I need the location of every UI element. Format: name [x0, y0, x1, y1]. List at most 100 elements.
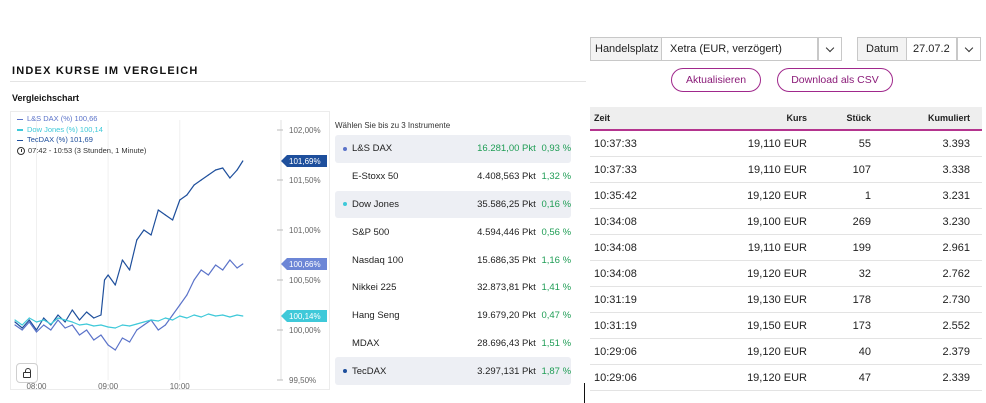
datum-dropdown[interactable]: [957, 37, 981, 61]
cell-zeit: 10:31:19: [594, 293, 637, 306]
data-point: [57, 314, 59, 316]
instrument-price: 16.281,00 Pkt: [477, 143, 536, 155]
data-point: [43, 317, 45, 319]
instrument-change: 0,56 %: [541, 226, 572, 238]
header-kurs[interactable]: Kurs: [786, 113, 807, 123]
cell-kurs: 19,100 EUR: [747, 215, 807, 228]
chart-subtitle: Vergleichschart: [12, 93, 80, 103]
handelsplatz-label: Handelsplatz: [590, 37, 662, 61]
cell-kumuliert: 2.762: [942, 267, 970, 280]
instrument-price: 15.686,35 Pkt: [477, 254, 536, 266]
instrument-name: Hang Seng: [352, 310, 400, 322]
instrument-name: TecDAX: [352, 365, 387, 377]
instrument-row[interactable]: Nasdaq 100 15.686,35 Pkt 1,16 %: [335, 246, 571, 274]
series-line: [14, 160, 244, 331]
instrument-row[interactable]: S&P 500 4.594,446 Pkt 0,56 %: [335, 218, 571, 246]
handelsplatz-dropdown[interactable]: [818, 37, 842, 61]
data-point: [93, 339, 95, 341]
data-point: [43, 319, 45, 321]
instrument-change: 0,47 %: [541, 310, 572, 322]
data-point: [214, 315, 217, 317]
index-compare-panel: INDEX KURSE IM VERGLEICH Vergleichschart…: [10, 65, 586, 391]
data-point: [64, 319, 66, 321]
cell-kumuliert: 2.552: [942, 319, 970, 332]
data-point: [100, 334, 102, 336]
handelsplatz-select[interactable]: Xetra (EUR, verzögert): [662, 37, 818, 61]
series-line: [14, 259, 244, 351]
y-tick-label: 101,50%: [289, 176, 321, 185]
table-row: 10:31:19 19,150 EUR 173 2.552: [590, 313, 982, 339]
cell-kurs: 19,130 EUR: [747, 293, 807, 306]
instrument-row[interactable]: Nikkei 225 32.873,81 Pkt 1,41 %: [335, 274, 571, 302]
data-point: [179, 315, 181, 317]
data-point: [50, 329, 52, 331]
data-point: [129, 325, 131, 327]
data-point: [171, 314, 174, 316]
data-point: [214, 169, 217, 171]
data-point: [100, 314, 102, 316]
instrument-name: Dow Jones: [352, 198, 399, 210]
cell-stueck: 40: [858, 345, 871, 358]
download-csv-button[interactable]: Download als CSV: [777, 68, 893, 92]
data-point: [100, 324, 102, 326]
cell-zeit: 10:34:08: [594, 241, 637, 254]
table-row: 10:34:08 19,100 EUR 269 3.230: [590, 209, 982, 235]
data-point: [14, 321, 16, 323]
data-point: [71, 321, 73, 323]
cell-kumuliert: 3.338: [942, 163, 970, 176]
header-zeit[interactable]: Zeit: [594, 113, 611, 123]
data-point: [136, 329, 138, 331]
table-row: 10:37:33 19,110 EUR 55 3.393: [590, 131, 982, 157]
data-point: [200, 269, 202, 271]
legend-swatch: [17, 118, 23, 120]
data-point: [164, 324, 167, 326]
last-value-label: 100,14%: [289, 312, 321, 321]
refresh-button[interactable]: Aktualisieren: [671, 68, 761, 92]
instrument-name: Nikkei 225: [352, 282, 397, 294]
data-point: [121, 324, 124, 326]
y-tick-label: 102,00%: [289, 126, 321, 135]
series-dot-icon: [343, 258, 347, 262]
instrument-row[interactable]: MDAX 28.696,43 Pkt 1,51 %: [335, 330, 571, 358]
data-point: [236, 314, 238, 316]
header-stueck[interactable]: Stück: [846, 113, 871, 123]
instrument-change: 1,32 %: [541, 171, 572, 183]
cell-stueck: 32: [858, 267, 871, 280]
data-point: [129, 341, 131, 343]
table-row: 10:35:42 19,120 EUR 1 3.231: [590, 183, 982, 209]
data-point: [57, 317, 59, 319]
data-point: [93, 317, 95, 319]
cell-zeit: 10:35:42: [594, 189, 637, 202]
data-point: [222, 314, 224, 316]
chevron-down-icon: [825, 43, 835, 52]
panel-divider: [584, 383, 585, 403]
comparison-chart[interactable]: 102,00% 101,50% 101,00% 100,50% 100,00% 99,50…: [10, 111, 331, 391]
instrument-row[interactable]: TecDAX 3.297,131 Pkt 1,87 %: [335, 357, 571, 386]
cell-zeit: 10:34:08: [594, 267, 637, 280]
legend-item-tecdax[interactable]: TecDAX (%) 101,69: [17, 135, 146, 146]
data-point: [93, 325, 95, 327]
instrument-row[interactable]: E-Stoxx 50 4.408,563 Pkt 1,32 %: [335, 163, 571, 191]
instrument-row[interactable]: Hang Seng 19.679,20 Pkt 0,47 %: [335, 302, 571, 330]
header-kumuliert[interactable]: Kumuliert: [927, 113, 970, 123]
chart-canvas[interactable]: 102,00% 101,50% 101,00% 100,50% 100,00% 99,50…: [11, 112, 331, 391]
data-point: [186, 194, 188, 196]
data-point: [207, 313, 210, 315]
cell-stueck: 55: [858, 137, 871, 150]
instrument-row[interactable]: L&S DAX 16.281,00 Pkt 0,93 %: [335, 135, 571, 163]
data-point: [71, 309, 73, 311]
data-point: [157, 209, 159, 211]
datum-input[interactable]: 27.07.2: [907, 37, 957, 61]
legend-item-dow-jones[interactable]: Dow Jones (%) 100,14: [17, 125, 146, 136]
data-point: [35, 321, 38, 323]
legend-item-ls-dax[interactable]: L&S DAX (%) 100,66: [17, 114, 146, 125]
series-dot-icon: [343, 202, 347, 207]
data-point: [236, 267, 238, 269]
series-dot-icon: [343, 369, 347, 374]
series-dot-icon: [343, 314, 347, 318]
instrument-row[interactable]: Dow Jones 35.586,25 Pkt 0,16 %: [335, 190, 571, 219]
data-point: [14, 319, 16, 321]
cell-stueck: 199: [852, 241, 871, 254]
lock-button[interactable]: [16, 363, 38, 383]
data-point: [207, 274, 210, 276]
